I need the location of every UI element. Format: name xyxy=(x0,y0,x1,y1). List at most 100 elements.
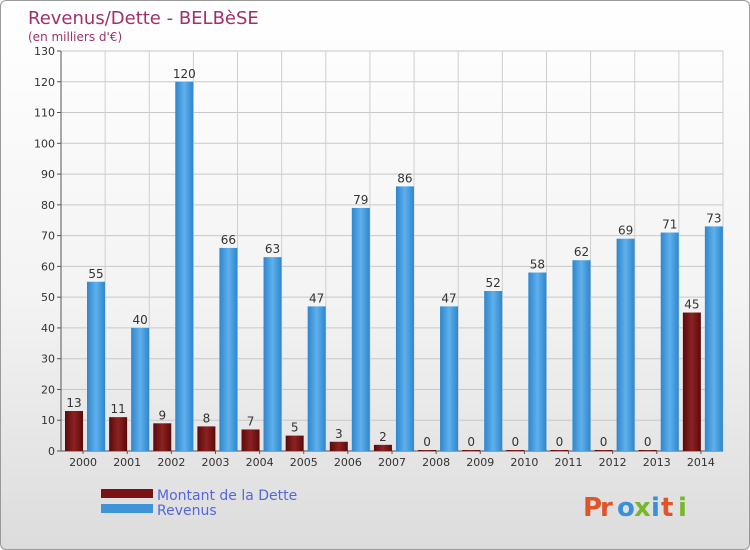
bar-revenus xyxy=(175,81,194,452)
logo-letter: i xyxy=(678,493,687,523)
data-label-revenus: 63 xyxy=(265,242,280,256)
legend-swatch-debt xyxy=(101,489,153,498)
data-label-debt: 11 xyxy=(110,402,125,416)
logo-letter: t xyxy=(661,493,673,523)
bar-revenus xyxy=(307,306,326,451)
bar-debt xyxy=(550,450,569,451)
y-tick-label: 90 xyxy=(41,168,55,181)
bars-layer xyxy=(65,81,723,452)
data-label-debt: 8 xyxy=(203,411,211,425)
bar-revenus xyxy=(704,226,723,451)
x-tick-label: 2007 xyxy=(378,456,406,469)
bar-debt xyxy=(462,450,481,451)
data-label-revenus: 47 xyxy=(309,291,324,305)
x-tick-label: 2010 xyxy=(510,456,538,469)
bar-revenus xyxy=(87,281,105,451)
x-tick-label: 2000 xyxy=(69,456,97,469)
logo-letter: r xyxy=(600,493,613,523)
data-label-revenus: 73 xyxy=(706,211,721,225)
x-tick-label: 2012 xyxy=(599,456,627,469)
y-tick-label: 0 xyxy=(48,445,55,458)
logo-letter: x xyxy=(634,493,651,523)
data-label-revenus: 71 xyxy=(662,218,677,232)
y-tick-label: 40 xyxy=(41,322,55,335)
logo-letter: i xyxy=(651,493,660,523)
bar-debt xyxy=(373,444,392,451)
data-label-debt: 7 xyxy=(247,414,255,428)
y-tick-label: 110 xyxy=(34,107,55,120)
data-label-revenus: 79 xyxy=(353,193,368,207)
data-label-debt: 0 xyxy=(423,435,431,449)
data-label-revenus: 55 xyxy=(88,267,103,281)
y-tick-label: 100 xyxy=(34,137,55,150)
data-label-debt: 0 xyxy=(600,435,608,449)
logo-letter: o xyxy=(617,493,635,523)
bar-revenus xyxy=(616,238,635,451)
data-label-revenus: 120 xyxy=(173,67,196,81)
data-label-revenus: 40 xyxy=(132,313,147,327)
bar-revenus xyxy=(395,186,414,451)
bar-debt xyxy=(418,450,437,451)
y-tick-label: 70 xyxy=(41,230,55,243)
legend-label-revenus: Revenus xyxy=(157,503,217,519)
legend-swatch-revenus xyxy=(101,504,153,513)
bar-debt xyxy=(682,312,701,451)
x-tick-label: 2005 xyxy=(290,456,318,469)
x-tick-label: 2014 xyxy=(687,456,715,469)
data-label-debt: 3 xyxy=(335,427,343,441)
data-label-revenus: 52 xyxy=(486,276,501,290)
x-tick-label: 2013 xyxy=(643,456,671,469)
data-label-revenus: 62 xyxy=(574,245,589,259)
chart-subtitle: (en milliers d'€) xyxy=(28,30,122,44)
bar-revenus xyxy=(484,291,503,451)
y-tick-label: 80 xyxy=(41,199,55,212)
x-tick-label: 2009 xyxy=(466,456,494,469)
bar-revenus xyxy=(660,232,679,451)
bar-debt xyxy=(285,435,304,451)
data-label-debt: 5 xyxy=(291,421,299,435)
data-label-debt: 13 xyxy=(66,396,81,410)
x-tick-label: 2006 xyxy=(334,456,362,469)
x-tick-label: 2003 xyxy=(201,456,229,469)
data-label-revenus: 69 xyxy=(618,224,633,238)
bar-debt xyxy=(594,450,613,451)
x-tick-label: 2011 xyxy=(555,456,583,469)
data-label-debt: 9 xyxy=(158,408,166,422)
labels-layer: 2000135520011140200291202003866200476320… xyxy=(66,67,721,469)
data-label-revenus: 66 xyxy=(221,233,236,247)
data-label-debt: 0 xyxy=(467,435,475,449)
bar-revenus xyxy=(440,306,459,451)
bar-debt xyxy=(65,411,83,451)
x-tick-label: 2008 xyxy=(422,456,450,469)
bar-revenus xyxy=(219,247,238,451)
bar-debt xyxy=(506,450,525,451)
legend: Montant de la Dette Revenus xyxy=(101,488,297,519)
logo-letter: P xyxy=(583,493,602,523)
data-label-debt: 0 xyxy=(512,435,520,449)
bar-revenus xyxy=(131,327,150,451)
x-tick-label: 2004 xyxy=(246,456,274,469)
data-label-revenus: 58 xyxy=(530,258,545,272)
proxiti-logo: Pr o x i t i xyxy=(583,493,687,523)
data-label-debt: 2 xyxy=(379,430,387,444)
bar-revenus xyxy=(528,272,547,451)
data-label-debt: 0 xyxy=(556,435,564,449)
y-tick-label: 10 xyxy=(41,414,55,427)
y-tick-label: 130 xyxy=(34,45,55,58)
bar-revenus xyxy=(351,207,370,451)
y-tick-label: 120 xyxy=(34,76,55,89)
bar-revenus xyxy=(572,260,591,451)
bar-debt xyxy=(241,429,260,451)
y-tick-label: 30 xyxy=(41,353,55,366)
y-tick-label: 20 xyxy=(41,383,55,396)
bar-debt xyxy=(638,450,657,451)
x-tick-label: 2002 xyxy=(157,456,185,469)
bar-revenus xyxy=(263,257,282,451)
data-label-debt: 45 xyxy=(684,298,699,312)
x-tick-label: 2001 xyxy=(113,456,141,469)
chart-title: Revenus/Dette - BELBèSE xyxy=(28,8,259,29)
y-tick-label: 50 xyxy=(41,291,55,304)
